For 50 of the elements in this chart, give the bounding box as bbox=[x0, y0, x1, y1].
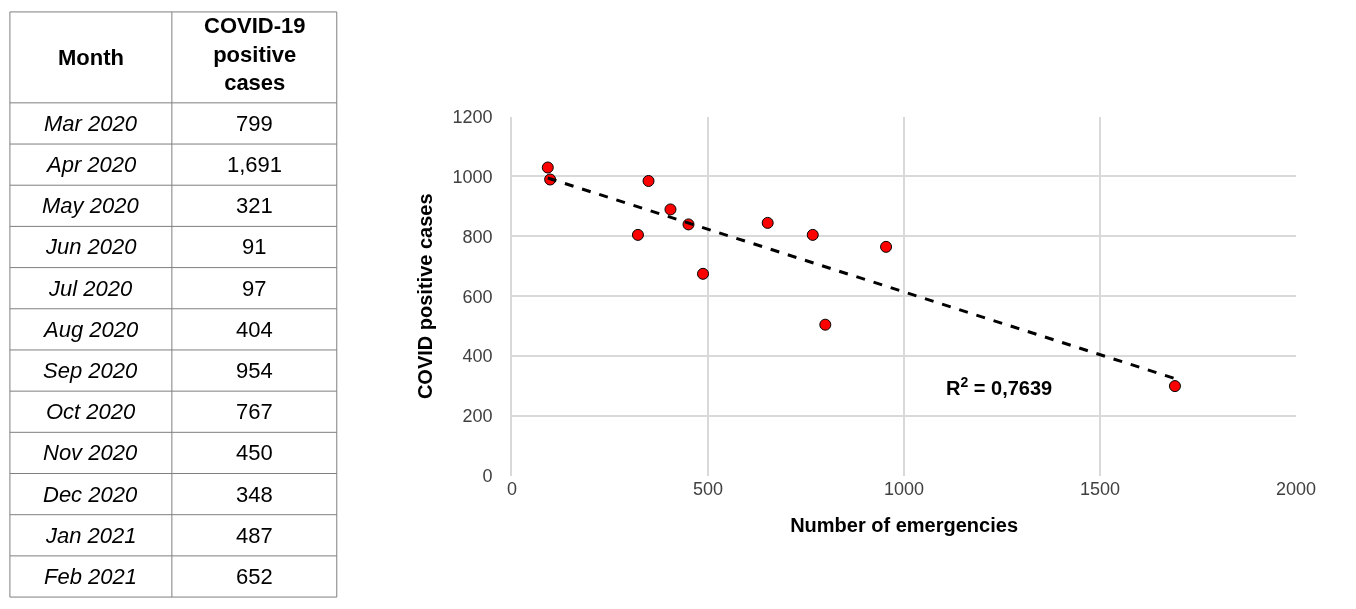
text: 404 bbox=[236, 317, 273, 342]
category-label: Apr 2020 bbox=[45, 152, 138, 177]
point bbox=[642, 174, 655, 187]
text: COVID-19 positive cases bbox=[204, 13, 306, 96]
point bbox=[806, 228, 819, 241]
point bbox=[761, 216, 774, 229]
category-label: Jan 2021 bbox=[45, 523, 137, 548]
text: 954 bbox=[236, 358, 273, 383]
point bbox=[631, 228, 644, 241]
text: 799 bbox=[236, 111, 273, 136]
category-label: Feb 2021 bbox=[44, 564, 137, 589]
y-tick-label: 800 bbox=[462, 226, 493, 247]
category-label: Mar 2020 bbox=[44, 111, 138, 136]
x-tick-label: 2000 bbox=[1276, 478, 1317, 499]
point bbox=[697, 267, 709, 280]
x-tick-label: 0 bbox=[507, 478, 518, 499]
point bbox=[880, 240, 893, 253]
y-tick-label: 600 bbox=[462, 286, 493, 307]
text: 652 bbox=[236, 564, 273, 589]
category-label: Nov 2020 bbox=[43, 440, 138, 465]
annotation: R$^{2}$ = 0,7639 bbox=[946, 374, 1053, 400]
point bbox=[819, 318, 832, 331]
x-tick-label: 500 bbox=[693, 478, 724, 499]
text: 91 bbox=[242, 234, 267, 259]
category-label: May 2020 bbox=[42, 193, 140, 218]
x-tick-label: 1500 bbox=[1080, 478, 1121, 499]
y-tick-label: 400 bbox=[462, 346, 493, 367]
text: 348 bbox=[236, 482, 273, 507]
y-axis-title: COVID positive cases bbox=[414, 193, 437, 400]
text: 97 bbox=[242, 276, 267, 301]
y-tick-label: 200 bbox=[462, 406, 493, 427]
x-axis-title: Number of emergencies bbox=[790, 514, 1019, 537]
text: 767 bbox=[236, 399, 273, 424]
category-label: Dec 2020 bbox=[43, 482, 138, 507]
category-label: Sep 2020 bbox=[43, 358, 138, 383]
point bbox=[664, 203, 677, 216]
text: Month bbox=[58, 45, 124, 70]
point bbox=[1168, 380, 1181, 393]
category-label: Aug 2020 bbox=[42, 317, 139, 342]
text: 321 bbox=[236, 193, 273, 218]
point bbox=[541, 161, 554, 174]
y-tick-label: 1000 bbox=[452, 166, 493, 187]
x-tick-label: 1000 bbox=[884, 478, 925, 499]
y-tick-label: 1200 bbox=[452, 106, 493, 127]
category-label: Jun 2020 bbox=[45, 234, 138, 259]
category-label: Jul 2020 bbox=[48, 276, 133, 301]
text: 450 bbox=[236, 440, 273, 465]
text: 1,691 bbox=[227, 152, 283, 177]
text: 487 bbox=[236, 523, 273, 548]
category-label: Oct 2020 bbox=[46, 399, 137, 424]
